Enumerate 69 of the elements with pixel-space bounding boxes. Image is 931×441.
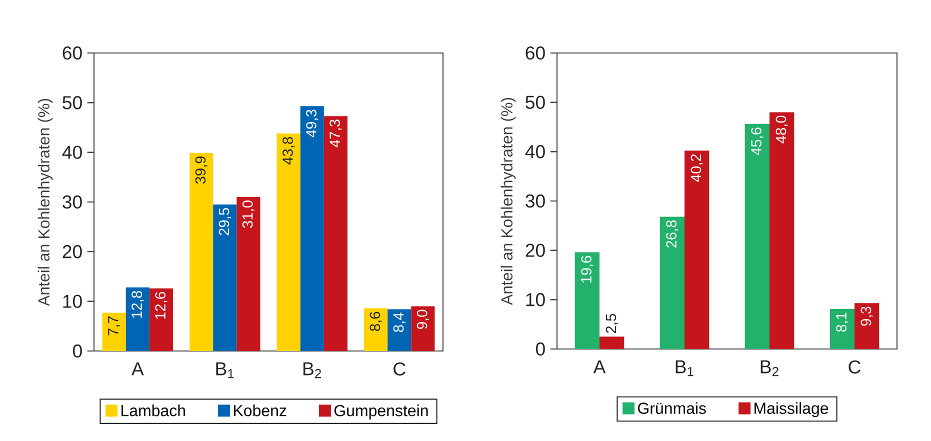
x-tick-label: B$_{2}$ [760, 360, 778, 376]
y-axis-title: Anteil an Kohlenhydraten (%) [500, 98, 516, 306]
y-tick-label: 60 [526, 46, 545, 60]
x-tick-label: C [848, 360, 861, 374]
data-label: 26,8 [666, 220, 678, 248]
bar [276, 133, 300, 351]
legend-label: Gumpenstein [334, 404, 428, 420]
y-tick-label: 30 [526, 194, 545, 208]
data-label: 12,6 [155, 292, 168, 319]
bar [213, 204, 237, 351]
y-tick-label: 0 [536, 342, 545, 356]
data-label: 49,3 [306, 110, 318, 138]
data-label: 31,0 [242, 200, 255, 228]
y-tick-label: 20 [62, 245, 82, 258]
legend-label: Grünmais [638, 402, 706, 414]
bar [660, 216, 684, 349]
y-tick-label: 10 [526, 293, 545, 306]
data-label: 40,2 [690, 154, 703, 182]
data-label: 9,3 [860, 306, 873, 326]
data-label: 7,7 [108, 316, 120, 336]
bar [364, 308, 388, 351]
bar [388, 309, 412, 351]
data-label: 8,1 [836, 312, 848, 332]
data-label: 9,0 [416, 310, 429, 329]
y-tick-label: 60 [62, 46, 82, 60]
bar [854, 303, 880, 349]
x-tick-label: B$_{2}$ [303, 362, 321, 378]
x-tick-label: B$_{1}$ [676, 360, 694, 376]
bar [770, 112, 794, 349]
legend-label: Lambach [122, 404, 185, 416]
bar [126, 287, 150, 351]
data-label: 43,8 [282, 137, 295, 165]
x-tick-label: A [593, 360, 606, 374]
legend-label: Maissilage [754, 402, 828, 418]
y-tick-label: 40 [525, 145, 545, 158]
y-tick-label: 30 [62, 195, 82, 209]
legend-label: Kobenz [234, 404, 286, 416]
y-tick-label: 50 [526, 96, 545, 109]
data-label: 19,6 [581, 256, 594, 283]
bar [830, 309, 854, 349]
bar [149, 288, 173, 351]
y-tick-label: 10 [63, 294, 82, 308]
data-label: 48,0 [776, 116, 788, 144]
data-label: 12,8 [132, 291, 144, 318]
y-tick-label: 40 [62, 146, 82, 159]
x-tick-label: B$_{1}$ [216, 362, 234, 378]
x-tick-label: C [394, 362, 406, 376]
data-label: 2,5 [606, 314, 618, 333]
data-label: 8,4 [393, 312, 406, 332]
y-tick-label: 50 [62, 96, 82, 110]
bar [324, 116, 348, 351]
bar [300, 106, 324, 351]
data-label: 39,9 [195, 156, 208, 184]
y-tick-label: 20 [526, 244, 545, 257]
data-label: 29,5 [218, 208, 231, 236]
bar [600, 336, 624, 349]
x-tick-label: A [131, 362, 144, 376]
data-label: 47,3 [330, 120, 342, 148]
bar [574, 252, 600, 349]
bar [411, 306, 435, 351]
bar [236, 197, 260, 351]
y-tick-label: 0 [72, 344, 82, 358]
data-label: 45,6 [751, 128, 764, 156]
bar [190, 152, 214, 351]
y-axis-title: Anteil an Kohlenhydraten (%) [38, 98, 53, 306]
bar [102, 312, 126, 351]
bar [744, 124, 770, 349]
bar [684, 150, 710, 349]
data-label: 8,6 [370, 312, 382, 331]
